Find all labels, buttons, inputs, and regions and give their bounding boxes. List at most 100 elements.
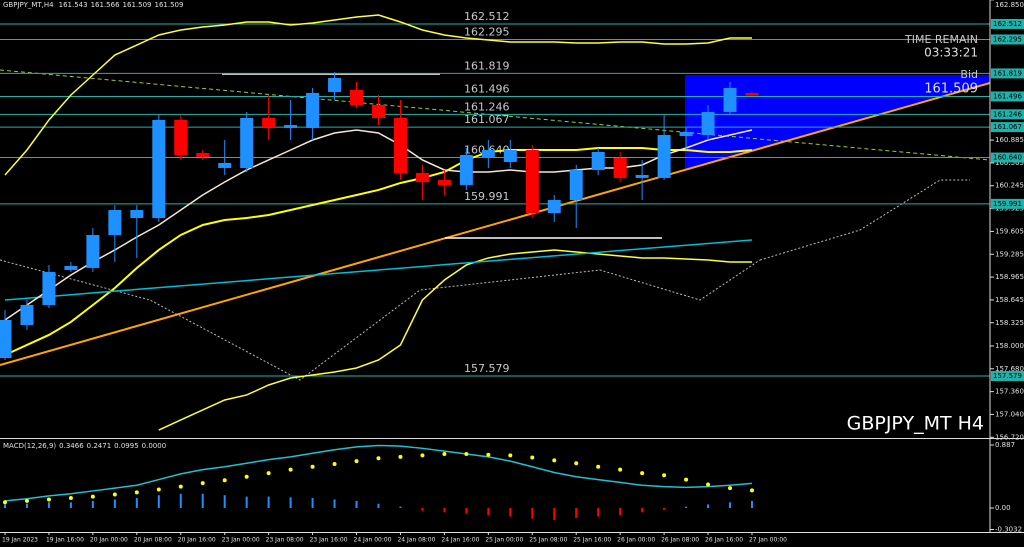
price-level-label: 161.819 bbox=[464, 59, 510, 72]
price-level-label: 162.295 bbox=[464, 25, 510, 38]
candle-body bbox=[723, 87, 737, 112]
histogram-bar bbox=[4, 504, 6, 508]
signal-dot bbox=[24, 498, 29, 503]
cloud-edge bbox=[0, 259, 761, 381]
candle-body bbox=[657, 135, 671, 178]
candle-body bbox=[437, 179, 451, 185]
signal-dot bbox=[134, 490, 139, 495]
candle-body bbox=[350, 89, 364, 105]
candle-body bbox=[328, 77, 342, 92]
signal-dot bbox=[244, 474, 249, 479]
signal-dot bbox=[574, 461, 579, 466]
last-close: 161.509 bbox=[154, 1, 183, 9]
histogram-bar bbox=[69, 502, 72, 508]
candle-body bbox=[459, 154, 473, 185]
y-tick-label: 0.00 bbox=[995, 504, 1011, 512]
x-tick-label: 23 Jan 08:00 bbox=[266, 537, 304, 544]
price-level-box bbox=[991, 122, 1024, 133]
price-level-box bbox=[991, 34, 1024, 45]
candle-body bbox=[371, 104, 385, 118]
histogram-bar bbox=[245, 496, 248, 508]
y-tick-label: 160.565 bbox=[995, 159, 1024, 167]
signal-dot bbox=[530, 455, 535, 460]
price-level-box-label: 161.819 bbox=[993, 69, 1022, 77]
y-tick-label: 158.965 bbox=[995, 273, 1024, 281]
candle-body bbox=[240, 117, 254, 168]
histogram-bar bbox=[729, 502, 732, 508]
candle-body bbox=[64, 265, 78, 270]
price-level-box-label: 157.579 bbox=[993, 372, 1022, 380]
candle-body bbox=[130, 210, 144, 219]
header: GBPJPY_MT,H4 161.543 161.566 161.509 161.509 bbox=[3, 1, 183, 9]
candle-body bbox=[503, 149, 517, 162]
price-level-box bbox=[991, 109, 1024, 120]
histogram-bar bbox=[311, 498, 314, 508]
histogram-bar bbox=[333, 499, 336, 508]
macd-header: MACD(12,26,9) 0.3466 0.2471 0.0995 0.0000 bbox=[3, 442, 166, 450]
candle-body bbox=[701, 111, 715, 136]
x-tick-label: 25 Jan 00:00 bbox=[485, 537, 523, 544]
macd-readout: 0.2471 bbox=[87, 442, 112, 450]
candle-body bbox=[0, 319, 12, 359]
signal-dot bbox=[640, 471, 645, 476]
watermark: GBPJPY_MT H4 bbox=[847, 413, 984, 435]
candle-body bbox=[20, 304, 34, 325]
histogram-bar bbox=[707, 504, 710, 508]
signal-dot bbox=[728, 486, 733, 491]
signal-dot bbox=[156, 487, 161, 492]
histogram-bar bbox=[399, 506, 402, 508]
price-level-box bbox=[991, 18, 1024, 29]
signal-dot bbox=[288, 467, 293, 472]
drawings bbox=[0, 69, 990, 381]
histogram-bar bbox=[267, 496, 270, 508]
candle-body bbox=[547, 200, 561, 214]
signal-dot bbox=[332, 461, 337, 466]
candle-body bbox=[86, 234, 100, 268]
histogram-bar bbox=[487, 507, 490, 516]
x-tick-label: 24 Jan 16:00 bbox=[441, 537, 479, 544]
signal-dot bbox=[68, 496, 73, 501]
x-tick-label: 20 Jan 00:00 bbox=[90, 537, 128, 544]
x-tick-label: 20 Jan 16:00 bbox=[178, 537, 216, 544]
x-tick-label: 24 Jan 00:00 bbox=[354, 537, 392, 544]
histogram-bar bbox=[531, 507, 534, 519]
price-level-box-label: 161.246 bbox=[993, 110, 1022, 118]
macd-readout: 0.0995 bbox=[114, 442, 139, 450]
y-tick-label: 160.885 bbox=[995, 136, 1024, 144]
signal-dot bbox=[310, 464, 315, 469]
shaded-zone bbox=[685, 75, 990, 170]
y-tick-label: 158.645 bbox=[995, 296, 1024, 304]
candle-body bbox=[525, 149, 539, 214]
indicator-line bbox=[4, 239, 753, 301]
y-tick-label: 157.680 bbox=[995, 365, 1024, 373]
histogram-bar bbox=[421, 507, 424, 511]
histogram-bar bbox=[553, 507, 556, 521]
x-tick-label: 27 Jan 00:00 bbox=[749, 537, 787, 544]
price-level-box bbox=[991, 152, 1024, 163]
price-level-label: 162.512 bbox=[464, 10, 510, 23]
histogram-bar bbox=[25, 503, 28, 508]
candle-body bbox=[108, 210, 122, 235]
price-level-box bbox=[991, 68, 1024, 79]
price-level-label: 159.991 bbox=[464, 190, 510, 203]
time-remain: 03:33:21 bbox=[924, 46, 978, 60]
histogram-bar bbox=[47, 502, 50, 508]
signal-dot bbox=[398, 454, 403, 459]
x-tick-label: 25 Jan 08:00 bbox=[529, 537, 567, 544]
histogram-bar bbox=[443, 507, 446, 513]
price-level-label: 157.579 bbox=[464, 362, 510, 375]
y-tick-label: -0.3032 bbox=[995, 526, 1022, 534]
price-level-box-label: 160.640 bbox=[993, 154, 1022, 162]
y-tick-label: 159.285 bbox=[995, 250, 1024, 258]
price-level-box-label: 161.067 bbox=[993, 123, 1022, 131]
signal-dot bbox=[90, 494, 95, 499]
x-tick-label: 19 Jan 16:00 bbox=[46, 537, 84, 544]
indicator-line bbox=[4, 129, 753, 321]
price-level-label: 161.496 bbox=[464, 82, 510, 95]
candle-body bbox=[174, 119, 188, 155]
histogram-bar bbox=[575, 507, 578, 518]
dashed-trendline bbox=[0, 69, 990, 161]
price-level-label: 161.067 bbox=[464, 113, 510, 126]
